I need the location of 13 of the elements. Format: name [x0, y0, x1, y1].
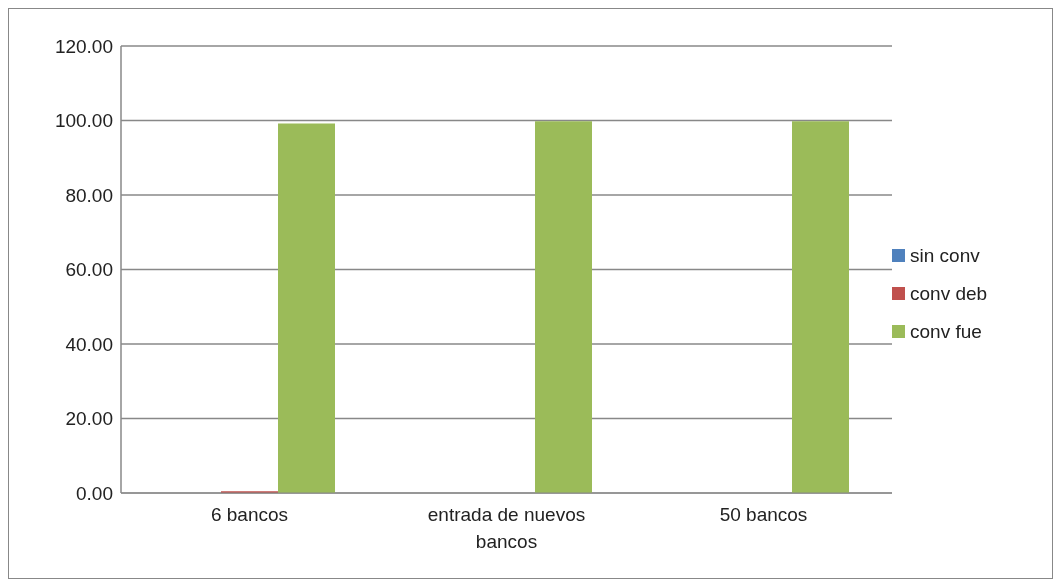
y-tick-label: 100.00 — [54, 110, 113, 132]
x-tick-label: 50 bancos — [719, 504, 808, 525]
y-tick-label: 40.00 — [65, 333, 113, 355]
y-tick-label: 120.00 — [54, 35, 113, 57]
legend-label: conv deb — [910, 282, 988, 305]
y-tick-label: 20.00 — [65, 408, 113, 430]
x-tick-label: entrada de nuevos bancos — [427, 504, 586, 552]
legend-label: conv fue — [910, 320, 982, 343]
y-tick-label: 80.00 — [65, 184, 113, 206]
y-tick-label: 60.00 — [65, 259, 113, 281]
legend-label: sin conv — [910, 244, 980, 267]
y-tick-label: 0.00 — [76, 482, 113, 504]
x-tick-label: 6 bancos — [210, 504, 289, 525]
